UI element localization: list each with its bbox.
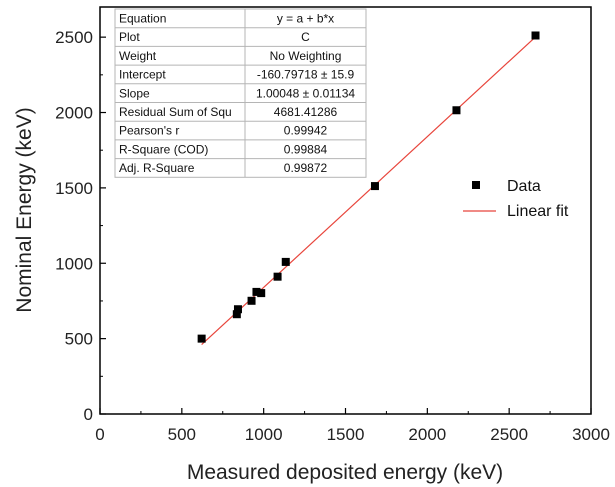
stats-label: Equation bbox=[119, 12, 166, 26]
y-tick-label: 0 bbox=[84, 405, 93, 424]
legend-marker-data bbox=[472, 181, 480, 189]
stats-label: Adj. R-Square bbox=[119, 161, 195, 175]
stats-value: 0.99872 bbox=[284, 161, 328, 175]
y-axis-ticks: 0 500 1000 1500 2000 2500 bbox=[55, 28, 106, 424]
plot-frame bbox=[99, 6, 592, 415]
legend-label-fit: Linear fit bbox=[507, 203, 569, 220]
stats-table-frame bbox=[114, 8, 367, 178]
legend: Data Linear fit bbox=[454, 173, 586, 224]
data-point bbox=[281, 257, 290, 266]
y-axis-label: Nominal Energy (keV) bbox=[13, 107, 36, 312]
x-tick-label: 2500 bbox=[490, 425, 528, 444]
stats-label: Slope bbox=[119, 86, 150, 100]
x-axis-label: Measured deposited energy (keV) bbox=[187, 461, 503, 484]
y-tick-label: 2000 bbox=[55, 104, 93, 123]
x-tick-label: 2000 bbox=[408, 425, 446, 444]
fit-statistics-table: Equation y = a + b*x Plot C Weight No Weighti… bbox=[114, 8, 367, 178]
x-tick-label: 0 bbox=[95, 425, 104, 444]
y-tick-label: 1500 bbox=[55, 179, 93, 198]
data-point bbox=[531, 31, 540, 40]
data-point bbox=[370, 182, 379, 191]
data-point bbox=[197, 334, 206, 343]
data-point bbox=[232, 310, 241, 319]
x-axis-ticks: 0 500 1000 1500 2000 2500 3000 bbox=[95, 408, 610, 444]
data-point bbox=[257, 289, 266, 298]
y-tick-label: 1000 bbox=[55, 254, 93, 273]
plot-area bbox=[197, 31, 540, 346]
legend-label-data: Data bbox=[507, 178, 541, 195]
stats-value: 0.99942 bbox=[284, 124, 328, 138]
data-point bbox=[452, 106, 461, 115]
stats-label: R-Square (COD) bbox=[119, 142, 208, 156]
stats-value: -160.79718 ± 15.9 bbox=[257, 68, 355, 82]
stats-value: 0.99884 bbox=[284, 142, 328, 156]
data-point bbox=[273, 272, 282, 281]
stats-label: Intercept bbox=[119, 68, 166, 82]
stats-label: Residual Sum of Squ bbox=[119, 105, 232, 119]
stats-label: Plot bbox=[119, 30, 140, 44]
x-tick-label: 3000 bbox=[572, 425, 610, 444]
data-point bbox=[233, 305, 242, 314]
data-point bbox=[252, 287, 261, 296]
stats-label: Pearson's r bbox=[119, 124, 179, 138]
x-tick-label: 1500 bbox=[327, 425, 365, 444]
stats-value: C bbox=[301, 30, 310, 44]
y-tick-label: 500 bbox=[65, 330, 93, 349]
x-tick-label: 1000 bbox=[245, 425, 283, 444]
data-point bbox=[247, 296, 256, 305]
stats-value: No Weighting bbox=[270, 49, 342, 63]
x-tick-label: 500 bbox=[168, 425, 196, 444]
stats-label: Weight bbox=[119, 49, 157, 63]
stats-value: 4681.41286 bbox=[274, 105, 338, 119]
stats-value: 1.00048 ± 0.01134 bbox=[256, 86, 355, 100]
y-tick-label: 2500 bbox=[55, 28, 93, 47]
stats-value: y = a + b*x bbox=[277, 12, 334, 26]
